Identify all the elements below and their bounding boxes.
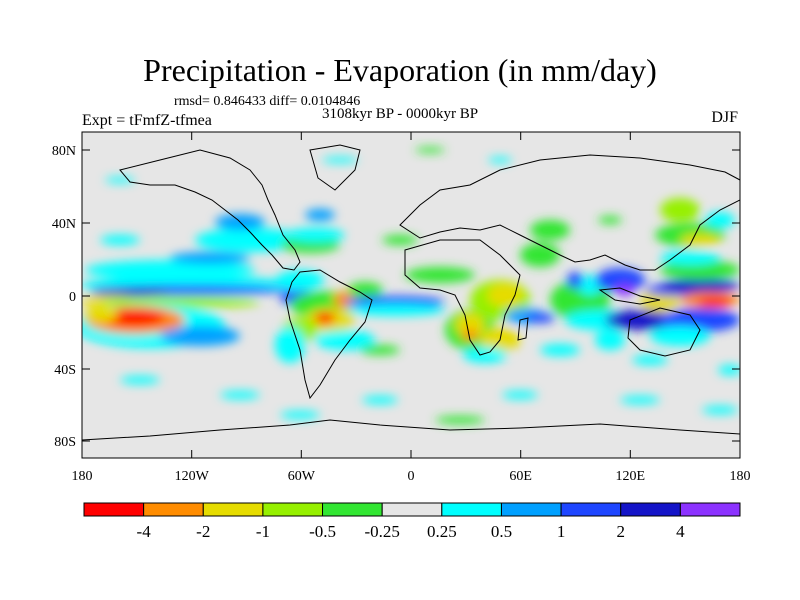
colorbar-swatch bbox=[202, 502, 264, 517]
lon-tick-label: 120W bbox=[175, 469, 210, 484]
colorbar-swatch bbox=[441, 502, 502, 517]
colorbar-label: 0.25 bbox=[427, 522, 457, 541]
colorbar-label: -0.25 bbox=[364, 522, 399, 541]
africa-coast bbox=[404, 239, 521, 356]
colorbar-swatch bbox=[322, 502, 383, 517]
lon-tick-label: 180 bbox=[730, 469, 751, 484]
colorbar-swatch bbox=[381, 502, 443, 517]
lat-tick-label: 0 bbox=[69, 290, 76, 305]
colorbar-label: 2 bbox=[616, 522, 625, 541]
colorbar-label: 4 bbox=[676, 522, 685, 541]
lon-tick-label: 60W bbox=[288, 469, 316, 484]
colorbar-label: -4 bbox=[137, 522, 152, 541]
colorbar-label: -2 bbox=[196, 522, 210, 541]
north-america-coast bbox=[119, 149, 301, 271]
lon-tick-label: 0 bbox=[408, 469, 415, 484]
europe-asia-coast bbox=[399, 154, 740, 271]
lon-tick-label: 60E bbox=[509, 469, 532, 484]
antarctica-coast bbox=[82, 419, 740, 441]
colorbar-swatch bbox=[83, 502, 145, 517]
season-label: DJF bbox=[711, 109, 738, 126]
lon-tick-label: 120E bbox=[616, 469, 646, 484]
colorbar-swatch bbox=[620, 502, 681, 517]
colorbar-swatch bbox=[500, 502, 562, 517]
colorbar-label: -0.5 bbox=[309, 522, 336, 541]
colorbar-label: 1 bbox=[557, 522, 566, 541]
lat-tick-label: 80N bbox=[52, 144, 76, 159]
lat-tick-label: 40N bbox=[52, 217, 76, 232]
australia-coast bbox=[627, 307, 701, 357]
greenland-coast bbox=[309, 144, 361, 191]
lon-tick-label: 180 bbox=[72, 469, 93, 484]
colorbar-label: 0.5 bbox=[491, 522, 512, 541]
colorbar-swatch bbox=[560, 502, 622, 517]
colorbar-swatch bbox=[262, 502, 324, 517]
contour-fields bbox=[82, 147, 740, 424]
madagascar-coast bbox=[517, 317, 529, 341]
colorbar: -4 -2 -1 -0.5 -0.25 0.25 0.5 1 2 4 bbox=[83, 502, 741, 541]
coastlines bbox=[82, 144, 740, 441]
colorbar-swatch bbox=[143, 502, 204, 517]
latitude-axis: 80N 40N 0 40S 80S bbox=[52, 144, 740, 450]
experiment-label: Expt = tFmfZ-tfmea bbox=[82, 112, 212, 129]
colorbar-label: -1 bbox=[256, 522, 270, 541]
south-america-coast bbox=[285, 269, 373, 400]
page-title: Precipitation - Evaporation (in mm/day) bbox=[143, 52, 657, 88]
map-plot-area bbox=[82, 132, 740, 458]
lat-tick-label: 80S bbox=[54, 435, 76, 450]
colorbar-swatch bbox=[679, 502, 741, 517]
stats-line: rmsd= 0.846433 diff= 0.0104846 bbox=[174, 94, 361, 109]
indonesia-coast bbox=[598, 287, 661, 305]
lat-tick-label: 40S bbox=[54, 363, 76, 378]
period-label: 3108kyr BP - 0000kyr BP bbox=[322, 106, 479, 122]
longitude-axis: 180 120W 60W 0 60E 120E 180 bbox=[72, 132, 751, 484]
